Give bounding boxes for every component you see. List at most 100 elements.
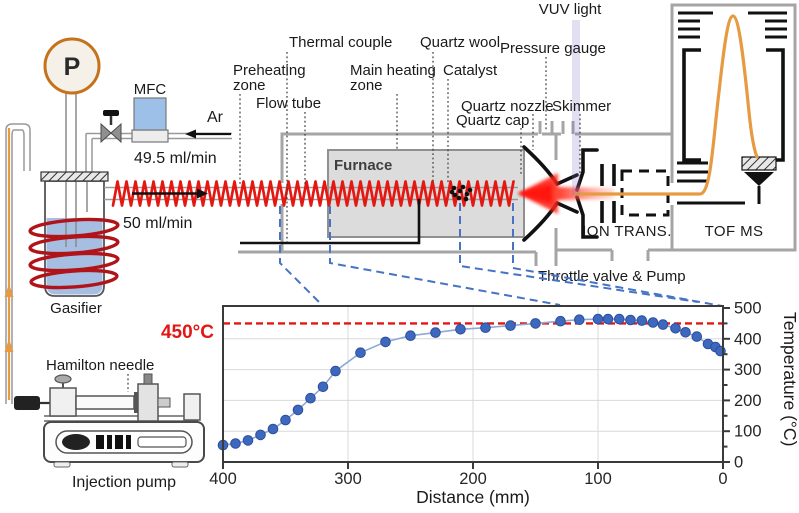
thermocouple-wire [240, 199, 421, 245]
label-gasifier: Gasifier [50, 300, 102, 317]
axis-tick-labels: 400 300 200 100 00 100 200 300 400 500 [209, 300, 761, 489]
data-point [267, 423, 279, 435]
label-preheating-zone-2: zone [233, 77, 266, 94]
flow-up-arrow [4, 339, 14, 352]
mfc-unit [131, 97, 169, 143]
setpoint-label: 450°C [161, 322, 214, 343]
data-point [530, 318, 541, 329]
data-point [230, 438, 241, 449]
pump-foot [171, 461, 189, 468]
flight-electrode-left [682, 48, 701, 162]
label-ion-trans: ION TRANS. [582, 223, 672, 240]
data-point [317, 381, 329, 393]
temperature-chart: 400 300 200 100 00 100 200 300 400 500 Distance (… [161, 300, 799, 508]
data-point [670, 323, 681, 334]
pressure-gauge-p: P [43, 37, 101, 247]
leader-lines [127, 52, 581, 392]
syringe-barrel [75, 395, 135, 410]
lens-electrodes [600, 164, 616, 223]
needle-valve [100, 110, 122, 144]
x-tick-label: 300 [334, 470, 362, 488]
skimmer-lower [575, 195, 599, 239]
data-point [614, 313, 625, 325]
y-tick-label: 100 [734, 423, 762, 441]
fuel-pipe-inner [11, 129, 25, 404]
fuel-feed-line [4, 123, 31, 404]
label-ar: Ar [207, 109, 224, 126]
detector [741, 156, 777, 204]
source-chamber-bottom-wall [238, 204, 558, 266]
syringe-flange [134, 392, 138, 413]
data-point [636, 315, 648, 326]
gauge-letter: P [64, 53, 81, 81]
acceleration-plates [677, 161, 745, 205]
flight-electrode-right [766, 48, 785, 162]
pump-left-tower [49, 387, 77, 417]
detector-funnel [744, 172, 774, 186]
mcp-detector [741, 156, 777, 171]
pump-button [115, 435, 123, 449]
data-point [242, 435, 254, 446]
heating-coil [111, 180, 515, 207]
data-point [292, 404, 304, 416]
pusher-block [137, 383, 159, 422]
data-point [505, 320, 516, 331]
pump-end-block [183, 393, 201, 421]
label-catalyst: Catalyst [443, 62, 498, 79]
top-ports [538, 121, 575, 134]
skimmer-cone [575, 148, 599, 239]
label-carrier-flow: 50 ml/min [123, 215, 192, 232]
label-quartz-nozzle: Quartz nozzle [461, 98, 554, 115]
y-tick-label: 300 [734, 361, 762, 379]
data-point [455, 324, 466, 335]
connector-3 [459, 203, 699, 303]
data-point [691, 331, 703, 342]
x-tick-label: 0 [718, 470, 727, 488]
tof-plates-left [678, 11, 713, 39]
vacuum-chamber-walls [238, 3, 797, 266]
data-point [574, 314, 585, 326]
ar-arrow-head [185, 129, 196, 139]
data-point [280, 414, 291, 426]
y-axis-title: Temperature (°C) [780, 312, 799, 446]
data-point [480, 322, 491, 334]
y-tick-label: 0 [734, 454, 743, 472]
needle-fitting [14, 396, 40, 410]
label-thermal-couple: Thermal couple [289, 34, 392, 51]
label-hamilton-needle: Hamilton needle [46, 357, 154, 374]
valve-body [110, 122, 122, 144]
vessel-lid [40, 171, 109, 182]
pump-display [137, 436, 187, 448]
data-point [330, 365, 341, 377]
mfc-body [133, 97, 167, 131]
release-knob [157, 397, 171, 408]
pump-button [107, 435, 112, 449]
label-skimmer: Skimmer [552, 98, 611, 115]
label-main-heating-2: zone [350, 77, 383, 94]
label-pressure-gauge: Pressure gauge [500, 40, 606, 57]
connector-1 [279, 206, 323, 306]
ion-flight-path [574, 14, 759, 196]
jet-core [518, 184, 552, 203]
fuel-pipe-outer [5, 123, 31, 404]
data-point [405, 330, 416, 342]
connector-4 [512, 203, 723, 307]
data-point [592, 313, 604, 325]
x-tick-label: 200 [459, 470, 487, 488]
pusher-knob [143, 373, 153, 385]
furnace-label: Furnace [334, 157, 392, 174]
label-vuv-light: VUV light [539, 1, 602, 18]
data-point [430, 327, 441, 338]
catalyst-particles [449, 184, 473, 202]
label-preheating-zone-1: Preheating [233, 62, 306, 79]
data-point [255, 429, 266, 441]
gauge-dial [43, 37, 101, 95]
gasifier-vessel [28, 171, 120, 297]
valve-body [100, 122, 112, 144]
data-point [355, 347, 366, 359]
label-flow-tube: Flow tube [256, 95, 321, 112]
data-point [305, 392, 316, 404]
data-point [380, 336, 391, 348]
molecular-beam-jet [518, 173, 614, 214]
